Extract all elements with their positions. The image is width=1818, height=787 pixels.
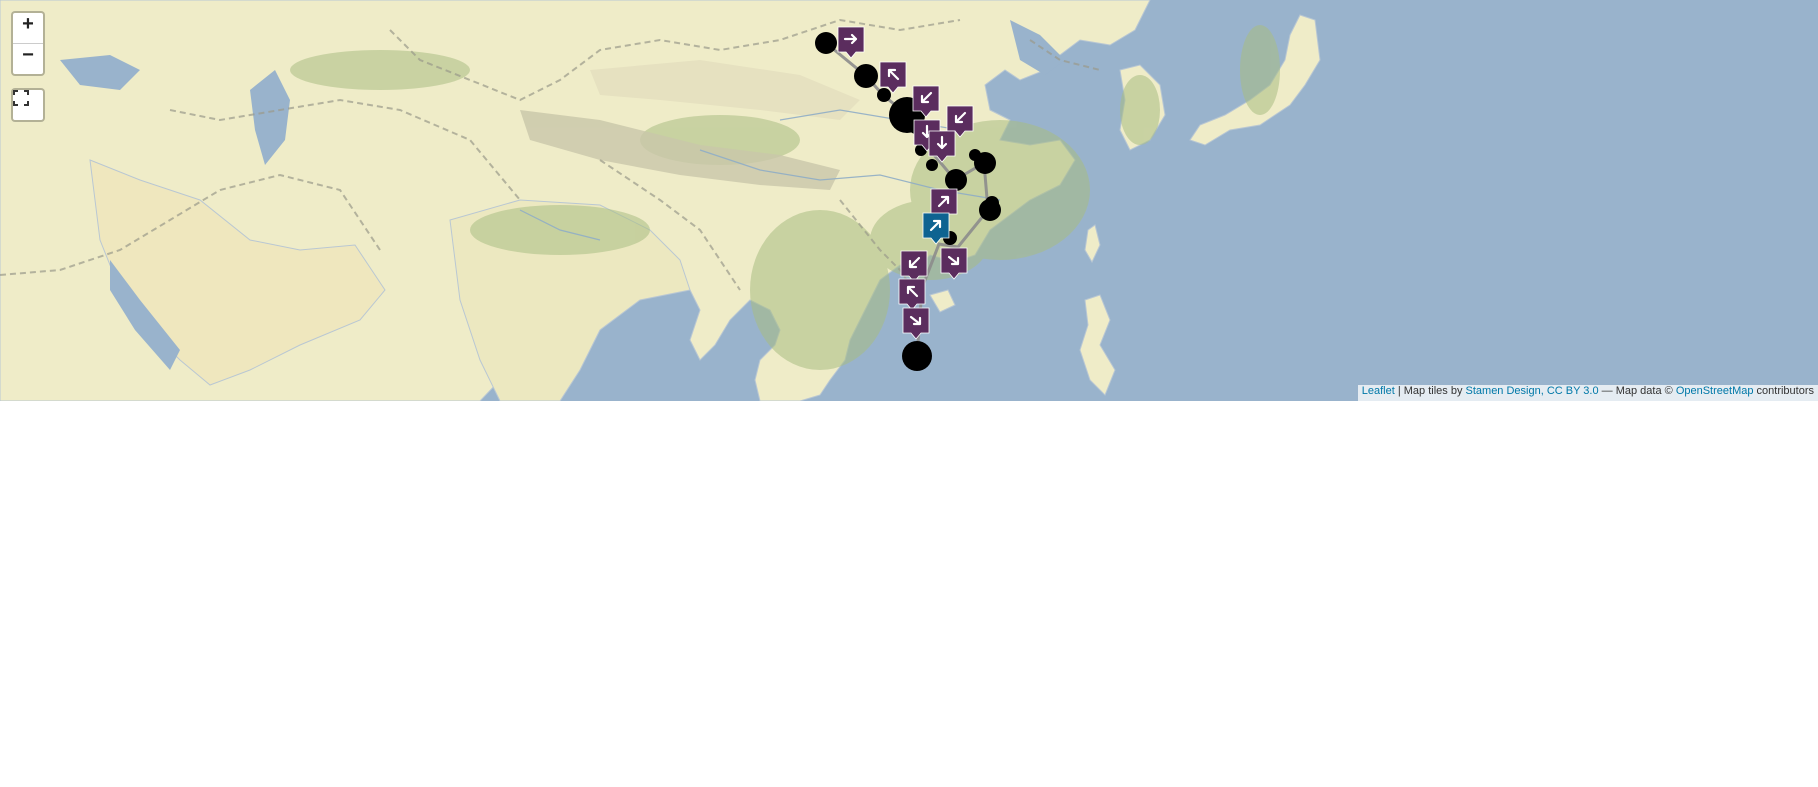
location-circle[interactable] [979, 199, 1001, 221]
route-marker[interactable] [940, 247, 968, 280]
location-circle[interactable] [974, 152, 996, 174]
arrow-up-right-icon [929, 219, 942, 232]
location-circle[interactable] [815, 32, 837, 54]
leaflet-link[interactable]: Leaflet [1361, 385, 1395, 397]
route-marker[interactable] [928, 130, 956, 163]
location-circle[interactable] [877, 88, 891, 102]
arrow-right-down-icon [947, 255, 960, 266]
route-marker[interactable] [912, 85, 940, 118]
arrow-up-left-icon [906, 285, 919, 298]
arrow-up-right-icon [937, 195, 950, 208]
route-marker[interactable] [837, 26, 865, 59]
location-circle[interactable] [854, 64, 878, 88]
fullscreen-icon [13, 90, 29, 106]
marker-pin [922, 212, 950, 245]
location-circle[interactable] [902, 341, 932, 371]
route-marker[interactable] [900, 250, 928, 283]
fullscreen-button[interactable] [11, 88, 45, 122]
map-container[interactable]: + − Leaflet | Map tiles by Stamen Design… [0, 0, 1818, 401]
arrow-down-left-icon [908, 256, 921, 269]
stamen-link[interactable]: Stamen Design, CC BY 3.0 [1465, 385, 1599, 397]
location-circle[interactable] [926, 159, 938, 171]
attribution-text: — Map data © [1598, 385, 1676, 397]
attribution-text: | Map tiles by [1394, 385, 1466, 397]
attribution-text: contributors [1753, 385, 1814, 397]
arrow-up-left-icon [887, 68, 900, 81]
marker-pin [837, 26, 865, 59]
zoom-in-button[interactable]: + [13, 13, 43, 44]
basemap [0, 0, 1321, 401]
arrow-down-icon [936, 135, 948, 150]
arrow-down-left-icon [954, 111, 967, 124]
route-marker[interactable] [922, 212, 950, 245]
route-overlay [815, 26, 1001, 371]
marker-pin [898, 278, 926, 311]
route-marker[interactable] [879, 61, 907, 94]
arrow-right-down-icon [909, 315, 922, 326]
zoom-out-button[interactable]: − [22, 44, 34, 66]
route-marker[interactable] [898, 278, 926, 311]
route-marker[interactable] [902, 307, 930, 340]
arrow-right-icon [843, 33, 858, 45]
zoom-control: + − [11, 11, 45, 76]
map-attribution: Leaflet | Map tiles by Stamen Design, CC… [1357, 385, 1818, 401]
osm-link[interactable]: OpenStreetMap [1675, 385, 1754, 397]
marker-pin [879, 61, 907, 94]
location-circle[interactable] [945, 169, 967, 191]
arrow-down-left-icon [920, 91, 933, 104]
